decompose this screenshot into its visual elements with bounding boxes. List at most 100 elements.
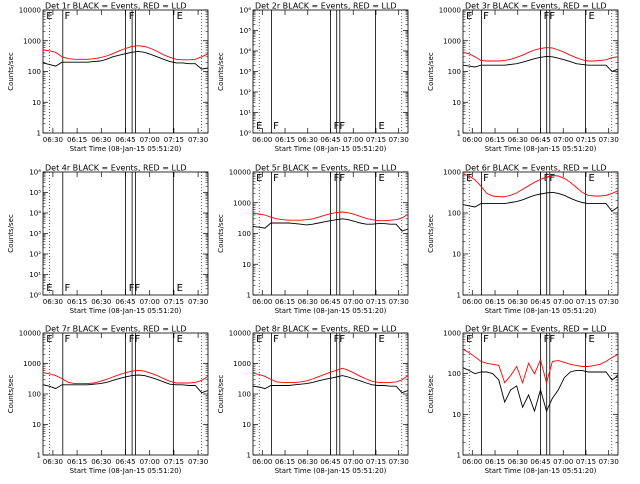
lld-series-line bbox=[462, 173, 619, 198]
plot-title: Det 4r BLACK = Events, RED = LLD bbox=[45, 164, 187, 173]
y-tick-label: 10 bbox=[452, 411, 461, 419]
plot-panel-1: Det 1r BLACK = Events, RED = LLD 1 10 100 10… bbox=[7, 2, 209, 153]
x-tick-label: 06:45 bbox=[320, 136, 340, 144]
y-tick-label: 10 bbox=[32, 421, 41, 429]
plot-title: Det 9r BLACK = Events, RED = LLD bbox=[465, 325, 607, 334]
event-marker: E bbox=[379, 173, 385, 184]
event-marker: E bbox=[379, 121, 385, 132]
y-axis-label: Counts/sec bbox=[217, 214, 225, 253]
events-series-line bbox=[252, 375, 409, 394]
x-tick-label: 06:30 bbox=[508, 298, 528, 306]
x-axis-label: Start Time (08-Jan-15 05:51:20) bbox=[485, 145, 597, 153]
x-tick-label: 07:15 bbox=[366, 458, 386, 466]
y-tick-label: 10⁶ bbox=[239, 7, 251, 15]
plot-title: Det 7r BLACK = Events, RED = LLD bbox=[45, 325, 187, 334]
y-tick-label: 100 bbox=[28, 68, 41, 76]
event-marker: F bbox=[273, 173, 279, 184]
x-tick-label: 07:00 bbox=[140, 136, 160, 144]
event-marker: E bbox=[177, 283, 183, 294]
x-tick-label: 07:15 bbox=[366, 136, 386, 144]
y-tick-label: 10 bbox=[32, 99, 41, 107]
y-tick-label: 10 bbox=[452, 99, 461, 107]
x-tick-label: 06:30 bbox=[91, 298, 111, 306]
x-tick-label: 06:45 bbox=[530, 298, 550, 306]
event-marker: F bbox=[483, 173, 489, 184]
event-marker: E bbox=[379, 334, 385, 345]
y-tick-label: 1000 bbox=[233, 199, 251, 207]
plot-panel-8: Det 8r BLACK = Events, RED = LLD 1 10 100 10… bbox=[217, 325, 409, 476]
x-tick-label: 07:30 bbox=[599, 136, 619, 144]
x-tick-label: 06:45 bbox=[115, 458, 135, 466]
events-series-line bbox=[42, 374, 209, 394]
event-marker: E bbox=[46, 283, 52, 294]
y-axis-label: Counts/sec bbox=[217, 375, 225, 414]
y-tick-label: 10³ bbox=[239, 68, 251, 76]
y-tick-label: 1 bbox=[37, 130, 41, 138]
x-axis-label: Start Time (08-Jan-15 05:51:20) bbox=[485, 467, 597, 475]
x-tick-label: 07:15 bbox=[366, 298, 386, 306]
event-marker: FF bbox=[544, 173, 556, 184]
plot-panel-3: Det 3r BLACK = Events, RED = LLD 1 10 100 10… bbox=[427, 2, 619, 154]
y-tick-label: 100 bbox=[238, 230, 251, 238]
event-marker: FF bbox=[334, 173, 346, 184]
y-tick-label: 10² bbox=[29, 251, 41, 259]
x-tick-label: 07:00 bbox=[343, 136, 363, 144]
x-tick-label: 07:30 bbox=[188, 458, 208, 466]
y-axis-label: Counts/sec bbox=[427, 214, 435, 253]
event-marker: FF bbox=[129, 283, 141, 294]
y-tick-label: 10000 bbox=[229, 169, 251, 177]
y-tick-label: 10 bbox=[242, 261, 251, 269]
y-tick-label: 10000 bbox=[19, 7, 41, 15]
y-tick-label: 10000 bbox=[19, 330, 41, 338]
x-tick-label: 06:00 bbox=[462, 458, 482, 466]
y-axis-label: Counts/sec bbox=[427, 52, 435, 91]
event-marker: E bbox=[256, 334, 262, 345]
x-tick-label: 06:45 bbox=[320, 458, 340, 466]
y-tick-label: 1 bbox=[247, 292, 251, 300]
x-tick-label: 07:30 bbox=[389, 458, 409, 466]
events-series-line bbox=[42, 50, 209, 70]
x-tick-label: 06:30 bbox=[91, 136, 111, 144]
y-tick-label: 10000 bbox=[439, 7, 461, 15]
plot-panel-6: Det 6r BLACK = Events, RED = LLD 1 10 100 10… bbox=[427, 164, 619, 316]
y-tick-label: 1 bbox=[457, 130, 461, 138]
x-tick-label: 07:30 bbox=[599, 298, 619, 306]
y-axis-label: Counts/sec bbox=[7, 375, 15, 414]
x-tick-label: 06:45 bbox=[320, 298, 340, 306]
x-tick-label: 06:00 bbox=[252, 136, 272, 144]
plot-title: Det 1r BLACK = Events, RED = LLD bbox=[45, 2, 187, 11]
event-marker: F bbox=[273, 334, 279, 345]
x-tick-label: 07:30 bbox=[389, 298, 409, 306]
y-tick-label: 1000 bbox=[23, 360, 41, 368]
event-marker: E bbox=[177, 11, 183, 22]
x-tick-label: 06:15 bbox=[67, 458, 87, 466]
lld-series-line bbox=[252, 367, 409, 383]
y-axis-label: Counts/sec bbox=[427, 375, 435, 414]
x-axis-label: Start Time (08-Jan-15 05:51:20) bbox=[275, 145, 387, 153]
x-tick-label: 06:00 bbox=[462, 298, 482, 306]
events-series-line bbox=[462, 367, 619, 413]
event-marker: E bbox=[589, 173, 595, 184]
event-marker: F bbox=[64, 334, 70, 345]
x-tick-label: 07:00 bbox=[553, 298, 573, 306]
y-tick-label: 1 bbox=[457, 452, 461, 460]
x-tick-label: 06:15 bbox=[485, 298, 505, 306]
event-marker: F bbox=[129, 11, 135, 22]
y-tick-label: 10000 bbox=[229, 330, 251, 338]
x-tick-label: 07:30 bbox=[188, 298, 208, 306]
x-tick-label: 06:30 bbox=[508, 136, 528, 144]
plot-title: Det 6r BLACK = Events, RED = LLD bbox=[465, 164, 607, 173]
y-axis-label: Counts/sec bbox=[7, 214, 15, 253]
x-tick-label: 06:15 bbox=[67, 136, 87, 144]
x-tick-label: 07:00 bbox=[140, 298, 160, 306]
y-tick-label: 10⁰ bbox=[239, 130, 251, 138]
y-tick-label: 10⁵ bbox=[29, 189, 41, 197]
x-axis-label: Start Time (08-Jan-15 05:51:20) bbox=[275, 467, 387, 475]
x-tick-label: 06:45 bbox=[115, 298, 135, 306]
x-tick-label: 06:00 bbox=[252, 458, 272, 466]
y-tick-label: 10⁴ bbox=[29, 210, 41, 218]
y-tick-label: 100 bbox=[28, 391, 41, 399]
event-marker: E bbox=[46, 334, 52, 345]
x-tick-label: 07:30 bbox=[599, 458, 619, 466]
